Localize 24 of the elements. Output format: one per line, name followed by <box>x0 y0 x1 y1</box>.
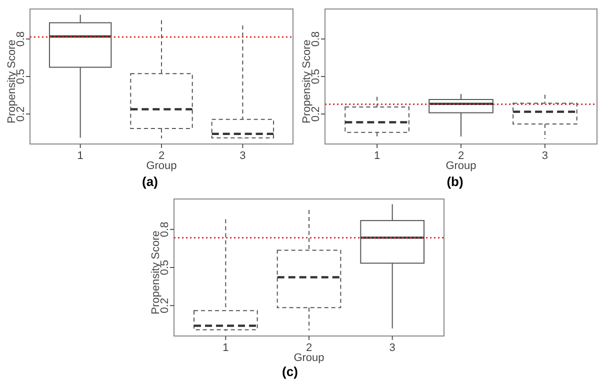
x-tick-label: 2 <box>306 342 312 354</box>
x-tick-label: 1 <box>374 150 380 162</box>
text: (b) <box>446 174 464 189</box>
x-tick-label: 3 <box>389 342 396 354</box>
y-tick-label: 0.5 <box>159 260 171 276</box>
y-tick-label: 0.2 <box>310 106 322 122</box>
x-tick-label: 1 <box>77 150 84 162</box>
x-tick-label: 2 <box>458 150 464 162</box>
y-tick-label: 0.8 <box>159 222 171 238</box>
x-tick-label: 3 <box>240 150 246 162</box>
text: (c) <box>282 364 298 379</box>
y-tick-label: 0.5 <box>310 68 322 84</box>
x-axis-title: Group <box>146 160 177 172</box>
x-tick-label: 1 <box>222 342 229 354</box>
y-tick-label: 0.8 <box>310 31 322 47</box>
y-tick-label: 0.2 <box>159 298 171 314</box>
y-tick-label: 0.8 <box>15 31 27 47</box>
x-axis-title: Group <box>446 160 476 172</box>
y-tick-label: 0.5 <box>15 68 27 84</box>
text: (a) <box>142 174 158 189</box>
x-tick-label: 2 <box>158 150 165 162</box>
y-tick-label: 0.2 <box>15 106 27 122</box>
x-tick-label: 3 <box>542 150 548 162</box>
x-axis-title: Group <box>294 352 324 364</box>
